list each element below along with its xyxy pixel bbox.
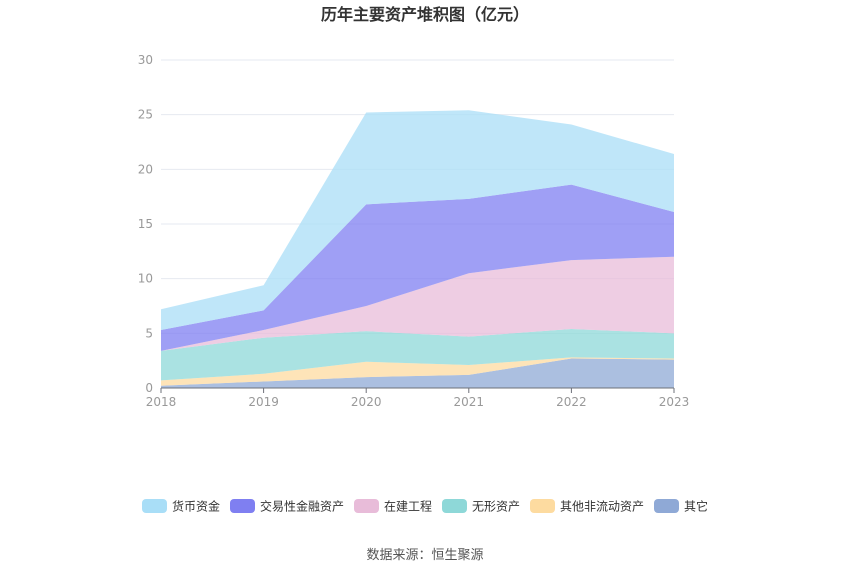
legend[interactable]: 货币资金 交易性金融资产 在建工程 无形资产 其他非流动资产 其它 <box>142 499 708 514</box>
x-tick-label: 2022 <box>556 395 587 409</box>
x-tick-label: 2019 <box>248 395 279 409</box>
legend-item-其它[interactable]: 其它 <box>654 499 708 514</box>
y-tick-label: 20 <box>138 162 153 176</box>
y-tick-label: 25 <box>138 108 153 122</box>
x-tick-label: 2020 <box>351 395 382 409</box>
legend-label: 其它 <box>684 499 708 514</box>
data-source: 数据来源：恒生聚源 <box>366 548 483 563</box>
legend-label: 在建工程 <box>384 499 432 514</box>
legend-swatch <box>442 499 467 513</box>
legend-item-交易性金融资产[interactable]: 交易性金融资产 <box>230 499 344 514</box>
area-series-其他非流动资产 <box>161 357 674 386</box>
x-tick-label: 2021 <box>454 395 485 409</box>
legend-label: 交易性金融资产 <box>260 499 344 514</box>
legend-swatch <box>530 499 555 513</box>
legend-label: 无形资产 <box>472 500 520 514</box>
area-series-货币资金 <box>161 110 674 331</box>
area-series-在建工程 <box>161 256 674 351</box>
area-series-交易性金融资产 <box>161 184 674 351</box>
chart-title: 历年主要资产堆积图（亿元） <box>321 5 529 24</box>
y-tick-label: 30 <box>138 53 153 67</box>
legend-label: 其他非流动资产 <box>560 500 644 514</box>
x-tick-label: 2023 <box>659 395 690 409</box>
legend-label: 货币资金 <box>172 499 220 514</box>
legend-swatch <box>142 499 167 513</box>
axes: 0 5 10 15 20 25 30 2018 2019 2020 2021 2022 2023 <box>138 53 690 409</box>
legend-swatch <box>654 499 679 513</box>
legend-item-其他非流动资产[interactable]: 其他非流动资产 <box>530 499 644 514</box>
legend-swatch <box>354 499 379 513</box>
area-series-无形资产 <box>161 328 674 381</box>
area-series <box>161 110 674 388</box>
legend-item-在建工程[interactable]: 在建工程 <box>354 499 432 514</box>
legend-item-无形资产[interactable]: 无形资产 <box>442 499 520 514</box>
x-tick-label: 2018 <box>146 395 177 409</box>
y-tick-label: 10 <box>138 272 153 286</box>
y-tick-label: 0 <box>145 381 153 395</box>
legend-swatch <box>230 499 255 513</box>
y-tick-label: 15 <box>138 217 153 231</box>
y-tick-label: 5 <box>145 326 153 340</box>
area-series-其它 <box>161 358 674 388</box>
legend-item-货币资金[interactable]: 货币资金 <box>142 499 220 514</box>
